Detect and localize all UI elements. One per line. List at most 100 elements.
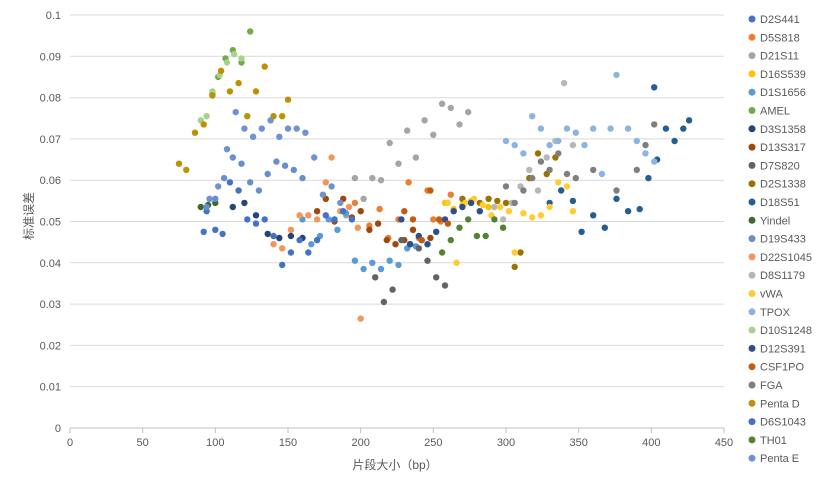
data-point [383, 236, 390, 244]
data-point [308, 241, 315, 248]
data-point [529, 174, 536, 182]
data-point [497, 203, 504, 211]
data-point [537, 212, 545, 219]
legend-label: D18S51 [760, 197, 800, 209]
data-point [415, 245, 422, 252]
data-point [183, 166, 190, 174]
x-tick-label: 50 [137, 437, 149, 449]
data-point [226, 88, 234, 95]
data-point [386, 139, 393, 147]
data-point [491, 203, 498, 211]
data-point [212, 195, 219, 202]
data-point [206, 195, 213, 202]
data-point [231, 51, 238, 58]
data-point [651, 158, 658, 165]
data-point [279, 261, 286, 269]
data-point [299, 174, 306, 182]
data-point [430, 216, 437, 223]
legend-marker [748, 70, 756, 78]
legend-label: D3S1358 [760, 124, 806, 136]
y-tick-label: 0.06 [40, 175, 61, 187]
data-point [223, 146, 231, 153]
data-point [543, 154, 550, 161]
x-tick-label: 300 [497, 437, 515, 449]
data-point [279, 113, 286, 120]
data-point [563, 125, 571, 132]
legend-label: D7S820 [760, 160, 800, 172]
x-tick-label: 0 [67, 437, 73, 449]
legend-item: Penta D [748, 398, 800, 410]
data-point [613, 195, 620, 202]
data-point [671, 137, 678, 145]
legend-label: Penta D [760, 398, 800, 410]
data-point [252, 212, 260, 219]
data-point [404, 127, 411, 134]
data-point [377, 265, 385, 273]
legend-label: D1S1656 [760, 87, 806, 99]
data-point [485, 203, 492, 211]
legend-item: D18S51 [748, 197, 800, 209]
data-point [296, 236, 303, 244]
legend-marker [748, 235, 756, 243]
data-point [203, 203, 210, 211]
y-tick-label: 0.09 [40, 51, 61, 63]
data-point [435, 216, 443, 223]
x-tick-label: 450 [715, 437, 733, 449]
legend-item: FGA [748, 380, 783, 392]
data-point [369, 259, 376, 266]
data-point [409, 226, 417, 233]
data-point [465, 216, 472, 223]
legend-label: D16S539 [760, 69, 806, 81]
data-point [569, 141, 577, 149]
legend-item: Penta E [748, 453, 799, 465]
data-point [386, 257, 393, 264]
data-point [499, 224, 507, 231]
data-point [238, 160, 245, 167]
data-point [281, 162, 289, 169]
legend-label: CSF1PO [760, 362, 804, 374]
legend-marker [748, 216, 756, 224]
data-point [421, 117, 428, 124]
data-point [438, 249, 446, 256]
y-tick-label: 0.08 [40, 93, 61, 105]
data-point [424, 241, 431, 248]
legend-item: D16S539 [748, 69, 806, 81]
data-points [175, 28, 693, 322]
data-point [200, 228, 207, 235]
x-tick-labels: 0 50 100 150 200 250 300 350 400 450 [67, 437, 733, 449]
data-point [398, 236, 405, 244]
data-point [405, 179, 412, 186]
data-point [395, 160, 402, 167]
data-point [366, 226, 373, 233]
data-point [590, 125, 597, 132]
data-point [476, 208, 483, 215]
data-point [392, 241, 399, 248]
legend-label: D22S1045 [760, 252, 812, 264]
data-point [212, 226, 219, 233]
data-point [491, 216, 498, 223]
data-point [555, 137, 562, 145]
data-point [270, 241, 277, 248]
legend-label: D12S391 [760, 343, 806, 355]
data-point [444, 220, 452, 227]
data-point [287, 232, 295, 240]
data-point [247, 179, 254, 186]
data-point [613, 187, 620, 194]
data-point [494, 197, 501, 205]
legend-marker [748, 52, 756, 60]
data-point [499, 216, 507, 223]
data-point [226, 179, 234, 186]
legend-marker [748, 143, 756, 151]
data-point [319, 191, 327, 198]
data-point [217, 67, 225, 75]
legend-item: CSF1PO [748, 362, 804, 374]
data-point [247, 28, 254, 35]
data-point [209, 92, 216, 99]
legend-item: D8S1179 [748, 270, 805, 282]
data-point [511, 263, 518, 271]
legend-item: vWA [748, 289, 783, 301]
data-point [313, 208, 321, 215]
data-point [191, 129, 199, 136]
data-point [264, 230, 271, 238]
legend-label: D2S1338 [760, 179, 806, 191]
